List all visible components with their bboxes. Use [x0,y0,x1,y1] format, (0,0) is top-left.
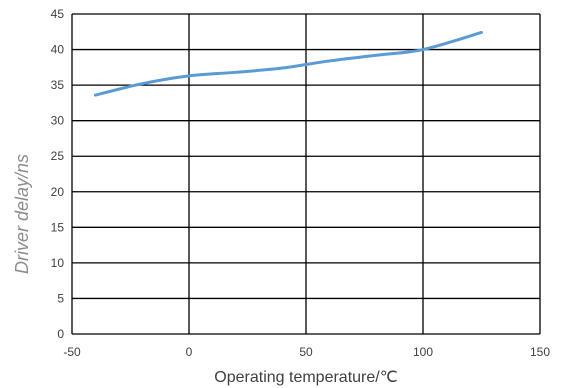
series-layer [93,30,483,97]
y-tick-label: 10 [51,256,65,270]
y-axis-label: Driver delay/ns [12,154,32,274]
y-tick-label: 25 [51,149,65,163]
x-tick-label: 150 [530,345,550,359]
y-tick-label: 5 [57,291,64,305]
x-tick-label: -50 [63,345,81,359]
y-tick-label: 0 [57,327,64,341]
x-tick-labels: -50 0 50 100 150 [63,345,550,359]
y-tick-label: 35 [51,78,65,92]
series-line [93,30,483,97]
y-tick-label: 20 [51,185,65,199]
y-tick-label: 30 [51,114,65,128]
y-tick-labels: 0 5 10 15 20 25 30 35 40 45 [51,7,65,341]
y-tick-label: 40 [51,43,65,57]
y-tick-label: 15 [51,220,65,234]
grid [71,13,541,335]
x-tick-label: 0 [186,345,193,359]
x-axis-label: Operating temperature/℃ [214,369,397,386]
x-tick-label: 50 [299,345,313,359]
x-tick-label: 100 [413,345,433,359]
y-tick-label: 45 [51,7,65,21]
